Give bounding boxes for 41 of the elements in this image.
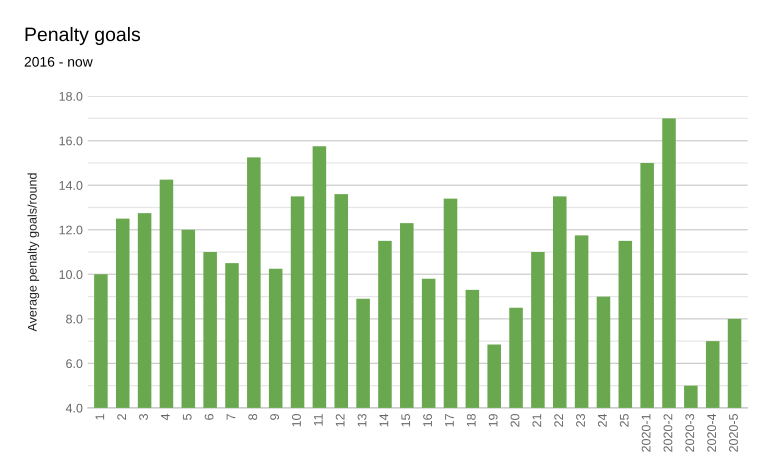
y-tick-label: 14.0 (60, 181, 82, 190)
x-tick-label: 15 (401, 414, 410, 426)
x-tick-label: 3 (139, 414, 148, 420)
x-tick-label: 23 (576, 414, 585, 427)
x-tick-label: 5 (182, 414, 192, 420)
x-tick-label: 20 (510, 414, 520, 427)
x-tick-label: 1 (96, 414, 104, 420)
x-tick-label: 10 (292, 414, 301, 426)
x-tick-label: 12 (336, 414, 344, 426)
x-tick-label: 17 (445, 414, 454, 426)
x-tick-label: 25 (620, 414, 629, 427)
x-tick-label: 21 (532, 414, 542, 427)
x-tick-label: 22 (554, 414, 563, 427)
x-tick-label: 6 (204, 414, 214, 420)
x-tick-label: 18 (466, 414, 476, 426)
y-tick-label: 8.0 (66, 314, 82, 324)
y-tick-label: 16.0 (60, 136, 82, 146)
x-tick-label: 16 (423, 414, 432, 426)
x-tick-label: 8 (248, 414, 258, 420)
x-tick-label: 2020-2 (664, 414, 672, 452)
y-axis-title: Average penalty goals/round (27, 173, 40, 332)
x-tick-label: 9 (270, 414, 280, 420)
y-tick-label: 18.0 (60, 92, 82, 101)
chart-subtitle: 2016 - now (24, 56, 93, 67)
x-tick-label: 14 (380, 414, 388, 426)
x-tick-label: 4 (161, 414, 170, 420)
x-tick-label: 24 (598, 414, 607, 427)
x-tick-label: 13 (358, 414, 366, 426)
x-tick-label: 2020-3 (685, 414, 694, 452)
x-tick-label: 2 (117, 414, 126, 420)
x-tick-label: 2020-1 (642, 414, 651, 452)
x-tick-label: 19 (488, 414, 498, 426)
y-tick-label: 4.0 (66, 404, 82, 413)
y-tick-label: 6.0 (66, 359, 82, 368)
x-tick-label: 2020-4 (707, 414, 716, 452)
x-tick-label: 7 (226, 414, 236, 420)
y-tick-label: 12.0 (60, 226, 82, 234)
x-tick-label: 11 (314, 414, 323, 426)
x-tick-label: 2020-5 (729, 414, 738, 452)
chart-title: Penalty goals (26, 26, 140, 46)
y-tick-label: 10.0 (60, 270, 82, 279)
